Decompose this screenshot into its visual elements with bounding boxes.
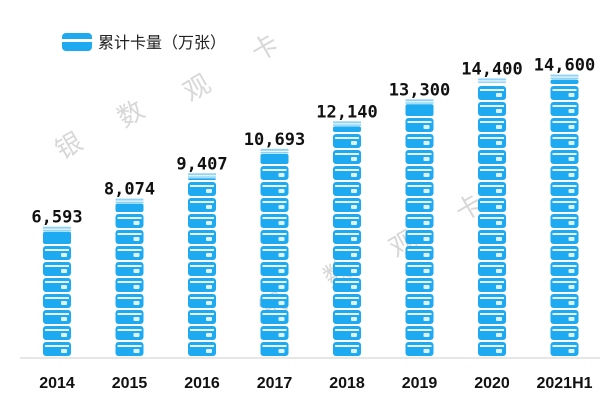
watermark-char: 卡 <box>247 29 285 68</box>
legend-label: 累计卡量（万张） <box>98 33 226 52</box>
bar <box>43 226 71 356</box>
data-label: 6,593 <box>31 208 82 228</box>
legend: 累计卡量（万张） <box>62 33 226 52</box>
x-tick-label: 2014 <box>39 375 75 392</box>
x-tick-label: 2020 <box>474 375 510 392</box>
data-label: 9,407 <box>176 154 227 174</box>
data-label: 14,600 <box>534 56 595 76</box>
data-label: 13,300 <box>389 80 450 100</box>
bar <box>260 148 289 356</box>
value-labels-group: 6,593 8,074 9,407 10,693 12,140 13,300 14,400 1… <box>31 56 595 228</box>
x-tick-label: 2019 <box>402 375 438 392</box>
watermark-char: 观 <box>179 69 217 108</box>
bar <box>188 173 216 356</box>
legend-swatch-card-icon <box>62 33 92 51</box>
x-tick-label: 2017 <box>257 375 293 392</box>
watermark-char: 银 <box>51 127 89 166</box>
data-label: 12,140 <box>316 102 377 122</box>
x-tick-label: 2018 <box>329 375 365 392</box>
bar <box>550 74 579 356</box>
x-tick-label: 2021H1 <box>536 375 592 392</box>
x-tick-label: 2016 <box>184 375 220 392</box>
x-tick-label: 2015 <box>112 375 148 392</box>
data-label: 10,693 <box>244 130 305 150</box>
watermark-char: 数 <box>113 95 151 134</box>
bar <box>478 78 506 356</box>
bar <box>115 198 144 356</box>
bars-group <box>43 74 579 356</box>
data-label: 14,400 <box>461 59 522 79</box>
bar <box>333 121 361 356</box>
data-label: 8,074 <box>104 180 155 200</box>
bar <box>405 99 434 356</box>
x-tick-labels-group: 2014 2015 2016 2017 2018 2019 2020 2021H1 <box>39 375 592 392</box>
